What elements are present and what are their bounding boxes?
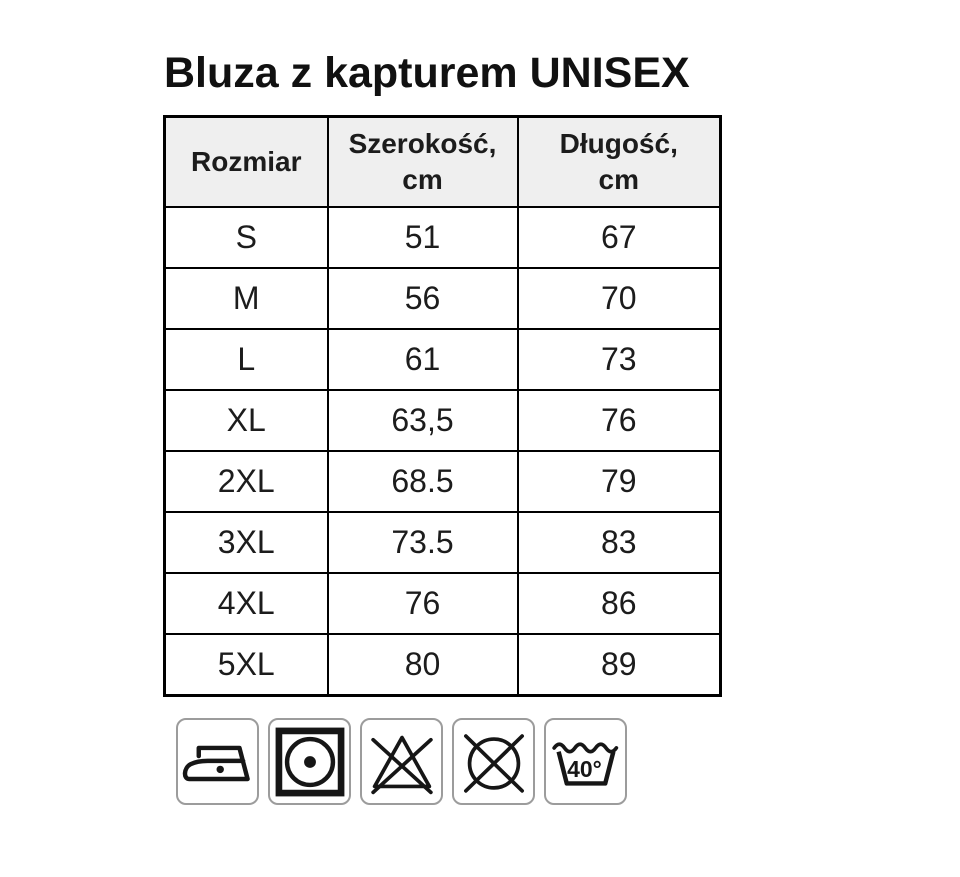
- length-cell: 70: [516, 267, 722, 330]
- length-cell: 83: [516, 511, 722, 574]
- width-cell: 68.5: [326, 450, 519, 513]
- width-cell: 61: [326, 328, 519, 391]
- column-header-length: Długość, cm: [516, 115, 722, 208]
- size-cell: 4XL: [163, 572, 329, 635]
- size-cell: 5XL: [163, 633, 329, 697]
- table-row: S 51 67: [163, 206, 722, 269]
- size-cell: XL: [163, 389, 329, 452]
- size-cell: M: [163, 267, 329, 330]
- size-cell: L: [163, 328, 329, 391]
- width-cell: 73.5: [326, 511, 519, 574]
- do-not-dry-clean-icon: [457, 723, 531, 801]
- column-header-width: Szerokość, cm: [326, 115, 519, 208]
- table-row: 3XL 73.5 83: [163, 511, 722, 574]
- page-title: Bluza z kapturem UNISEX: [164, 49, 690, 97]
- length-cell: 86: [516, 572, 722, 635]
- size-table: Rozmiar Szerokość, cm Długość, cm S 51 6…: [163, 115, 722, 697]
- length-cell: 73: [516, 328, 722, 391]
- care-symbol-box: 40°: [544, 718, 627, 805]
- column-header-size: Rozmiar: [163, 115, 329, 208]
- table-row: M 56 70: [163, 267, 722, 330]
- length-cell: 67: [516, 206, 722, 269]
- length-cell: 89: [516, 633, 722, 697]
- table-row: L 61 73: [163, 328, 722, 391]
- width-cell: 56: [326, 267, 519, 330]
- length-cell: 79: [516, 450, 722, 513]
- care-symbol-box: [360, 718, 443, 805]
- care-symbol-box: [452, 718, 535, 805]
- width-cell: 80: [326, 633, 519, 697]
- length-cell: 76: [516, 389, 722, 452]
- size-cell: 3XL: [163, 511, 329, 574]
- care-symbol-box: [176, 718, 259, 805]
- width-cell: 76: [326, 572, 519, 635]
- size-cell: S: [163, 206, 329, 269]
- table-header-row: Rozmiar Szerokość, cm Długość, cm: [163, 115, 722, 208]
- size-cell: 2XL: [163, 450, 329, 513]
- tumble-dry-one-dot-icon: [273, 723, 347, 801]
- width-cell: 51: [326, 206, 519, 269]
- wash-40-icon: 40°: [549, 723, 623, 801]
- care-symbol-box: [268, 718, 351, 805]
- table-row: 5XL 80 89: [163, 633, 722, 697]
- width-cell: 63,5: [326, 389, 519, 452]
- iron-one-dot-icon: [181, 723, 255, 801]
- table-row: XL 63,5 76: [163, 389, 722, 452]
- table-row: 2XL 68.5 79: [163, 450, 722, 513]
- wash-temperature-label: 40°: [567, 755, 602, 781]
- care-symbols-row: 40°: [176, 718, 627, 805]
- do-not-bleach-icon: [365, 723, 439, 801]
- table-row: 4XL 76 86: [163, 572, 722, 635]
